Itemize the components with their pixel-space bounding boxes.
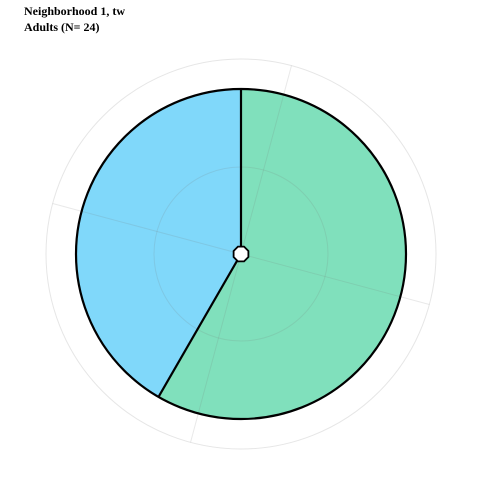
chart-subtitle: Adults (N= 24) — [24, 20, 100, 34]
center-marker — [232, 245, 250, 263]
grid-circle-outer — [45, 58, 437, 450]
center-marker-shape — [232, 245, 250, 263]
pie-slice-1 — [158, 89, 407, 420]
chart-title: Neighborhood 1, tw — [24, 4, 126, 18]
chart-title-block: Neighborhood 1, tw Adults (N= 24) — [24, 3, 125, 35]
pie-slice-2 — [76, 89, 242, 397]
grid-spoke-4 — [52, 203, 242, 255]
grid-spoke-3 — [190, 253, 242, 443]
slice-border-2 — [157, 253, 242, 398]
pie-slices — [76, 89, 407, 420]
pie-outline — [74, 87, 408, 421]
grid-spoke-2 — [240, 253, 430, 305]
polar-grid-overlay — [52, 65, 430, 443]
grid-spoke-1 — [240, 65, 292, 255]
